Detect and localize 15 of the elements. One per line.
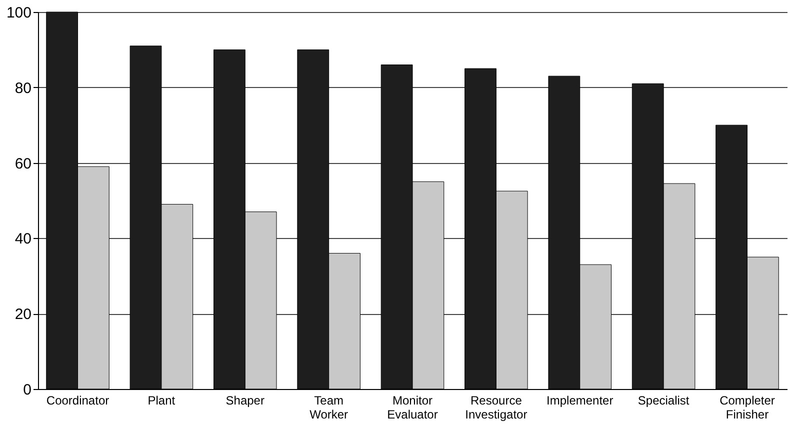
- x-tick-label: Plant: [148, 394, 176, 408]
- y-tick-label: 40: [14, 230, 32, 248]
- y-tick-label: 0: [23, 382, 32, 398]
- x-tick-label: Specialist: [638, 394, 690, 408]
- x-tick-label: Team Worker: [310, 394, 348, 422]
- x-tick-label: Completer Finisher: [720, 394, 775, 422]
- x-tick-label: Coordinator: [46, 394, 110, 408]
- y-tick-label: 100: [6, 4, 32, 22]
- x-tick-label: Resource Investigator: [465, 394, 528, 422]
- y-tick-label: 20: [14, 306, 32, 324]
- x-tick-label: Monitor Evaluator: [387, 394, 438, 422]
- x-tick-label: Shaper: [226, 394, 264, 408]
- x-tick-label: Implementer: [546, 394, 614, 408]
- y-tick-label: 60: [14, 155, 32, 172]
- y-tick-label: 80: [14, 80, 32, 97]
